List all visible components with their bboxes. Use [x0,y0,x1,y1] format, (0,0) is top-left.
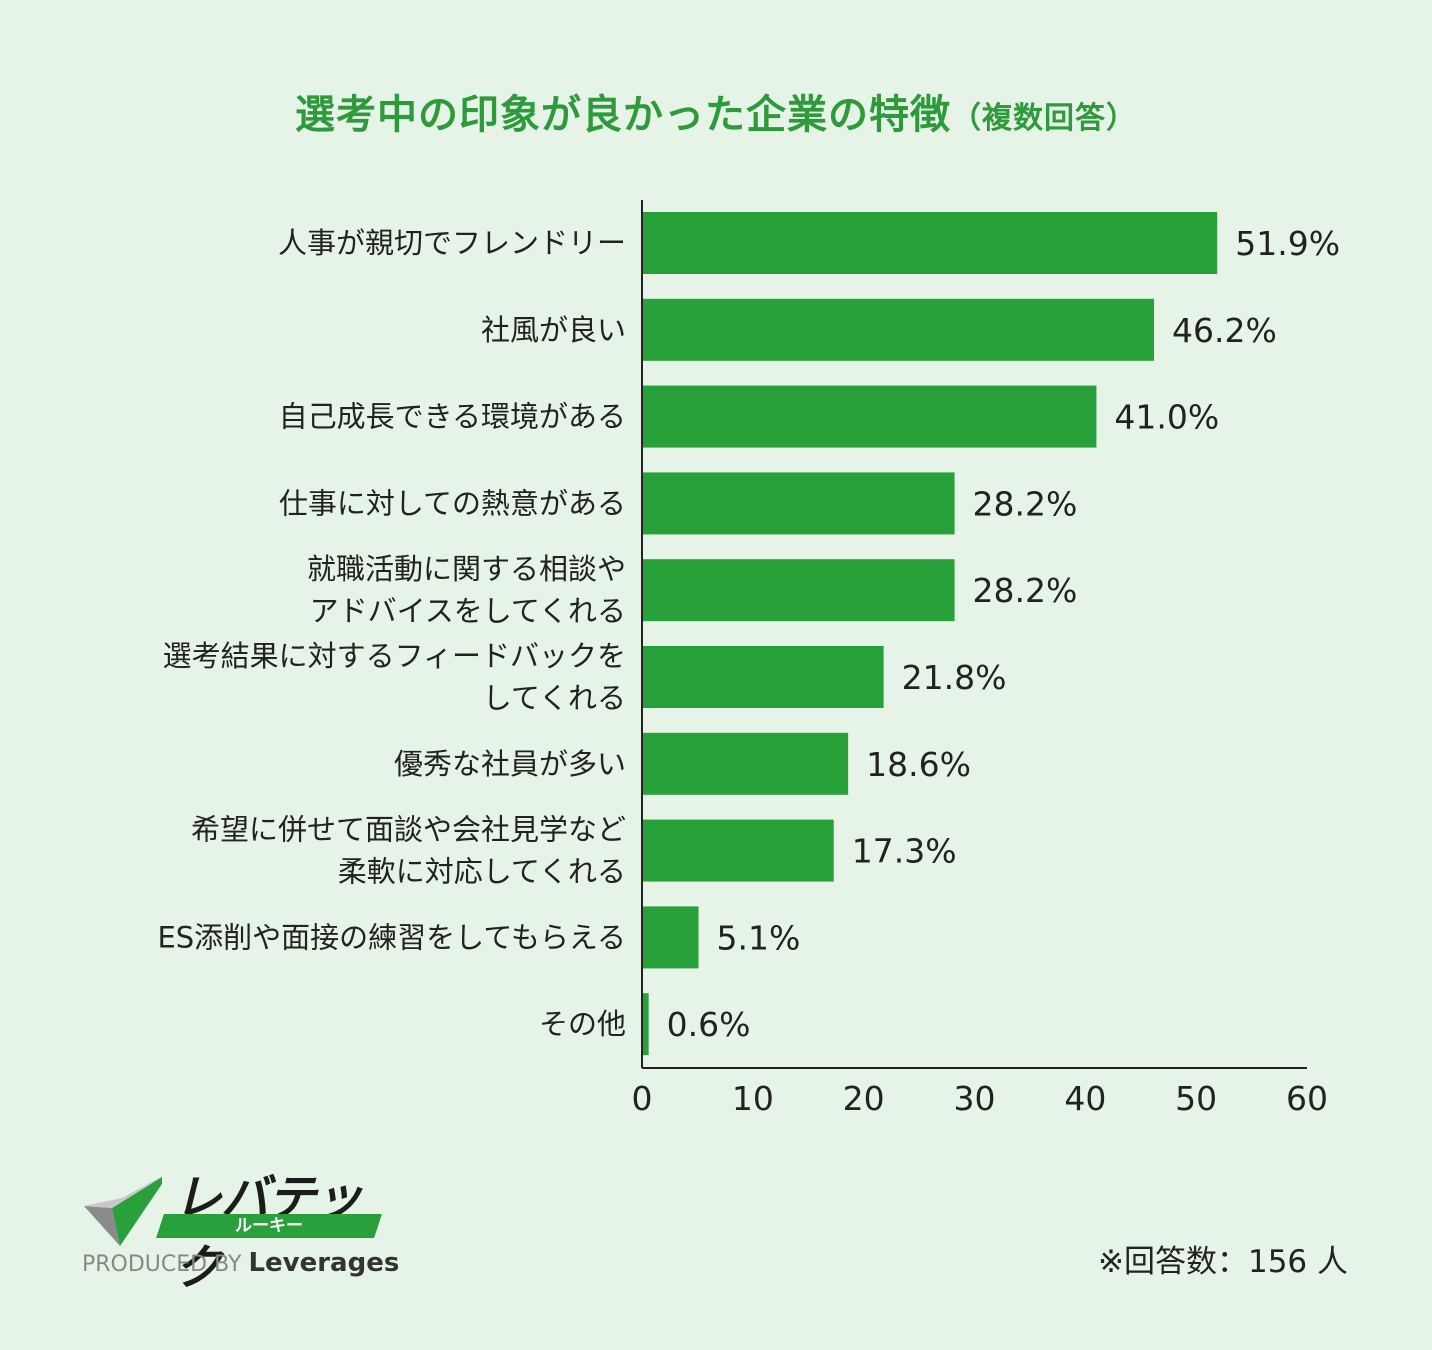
bar [642,298,1155,361]
value-label: 0.6% [667,1005,751,1044]
produced-by: PRODUCED BY Leverages [82,1248,399,1278]
bar [642,646,884,708]
bar [642,472,955,535]
category-label: 就職活動に関する相談や [307,552,626,586]
x-tick-label: 0 [632,1079,653,1118]
bar [642,993,649,1056]
chart-title-main: 選考中の印象が良かった企業の特徴 [295,92,951,138]
category-label: 選考結果に対するフィードバックを [163,639,626,673]
value-label: 17.3% [852,832,957,871]
value-label: 5.1% [717,918,801,957]
category-label: 社風が良い [481,313,626,347]
category-label: 人事が親切でフレンドリー [278,226,626,260]
x-tick-label: 30 [954,1079,996,1118]
bar [642,906,699,969]
bar-chart: 51.9% 人事が親切でフレンドリー 46.2% 社風が良い 41.0% 自己成長できる環… [157,200,1340,1118]
category-label: してくれる [483,681,626,715]
value-label: 28.2% [973,484,1078,523]
chart-title-subtitle: （複数回答） [951,101,1137,136]
x-tick-label: 10 [732,1079,774,1118]
category-label: アドバイスをしてくれる [310,594,626,628]
chart-title: 選考中の印象が良かった企業の特徴（複数回答） [0,82,1432,140]
x-tick-label: 20 [843,1079,885,1118]
x-tick-label: 40 [1064,1079,1106,1118]
category-label: 自己成長できる環境がある [279,400,626,434]
category-label: その他 [539,1007,626,1041]
checkmark-logo-icon [84,1176,162,1246]
value-label: 41.0% [1114,398,1219,437]
bar [642,819,834,882]
value-label: 18.6% [866,745,971,784]
category-label: 希望に併せて面談や会社見学など [191,813,626,847]
logo-band-text: ルーキー [235,1216,303,1236]
x-tick-label: 50 [1175,1079,1217,1118]
value-label: 21.8% [902,658,1007,697]
category-label: 柔軟に対応してくれる [338,855,626,889]
bar [642,559,955,622]
produced-by-label: PRODUCED BY [82,1252,242,1277]
x-tick-label: 60 [1286,1079,1328,1118]
respondent-count-note: ※回答数：156 人 [1098,1244,1348,1280]
company-name: Leverages [248,1248,400,1278]
value-label: 46.2% [1172,311,1277,350]
bar [642,212,1218,274]
bar [642,385,1097,448]
category-label: 仕事に対しての熱意がある [279,486,626,520]
leverages-logo: レバテック ルーキー PRODUCED BY Leverages [82,1160,402,1296]
logo-band: ルーキー [156,1214,382,1238]
category-label: ES添削や面接の練習をしてもらえる [157,920,626,954]
bar [642,732,849,795]
value-label: 51.9% [1235,224,1340,263]
category-label: 優秀な社員が多い [394,747,626,781]
value-label: 28.2% [973,571,1078,610]
